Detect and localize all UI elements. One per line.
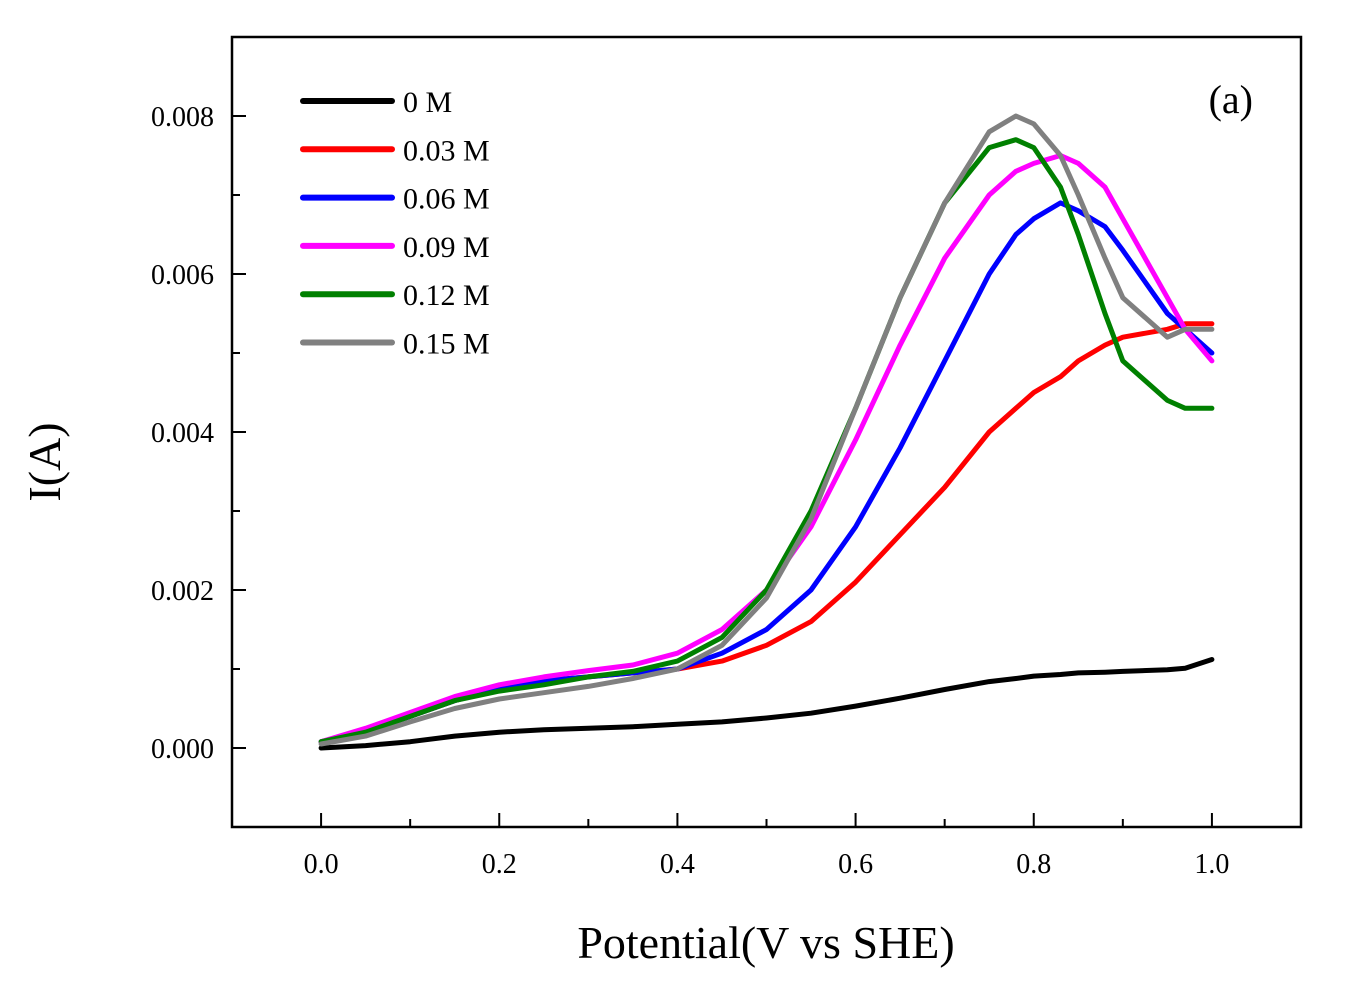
legend: 0 M 0.03 M 0.06 M 0.09 M 0.12 M 0.15 M xyxy=(300,86,490,361)
x-axis-title: Potential(V vs SHE) xyxy=(577,917,954,968)
plot-layer xyxy=(318,113,1215,751)
legend-label-3: 0.09 M xyxy=(403,231,490,264)
ticks-layer: 0.0 0.2 0.4 0.6 0.8 1.0 0.000 0.002 0.004 0.006 0.… xyxy=(151,102,1229,880)
series-line-1 xyxy=(318,321,1215,745)
plot-frame xyxy=(230,35,1303,829)
legend-label-2: 0.06 M xyxy=(403,183,490,216)
y-tick-label: 0.004 xyxy=(151,418,214,449)
x-tick-label: 0.6 xyxy=(838,849,873,880)
legend-label-0: 0 M xyxy=(403,86,452,119)
x-tick-label: 0.4 xyxy=(660,849,695,880)
series-line-5 xyxy=(318,113,1215,747)
legend-label-4: 0.12 M xyxy=(403,279,490,312)
legend-label-1: 0.03 M xyxy=(403,134,490,167)
x-tick-label: 0.8 xyxy=(1016,849,1051,880)
panel-label: (a) xyxy=(1209,77,1253,122)
y-axis-title: I(A) xyxy=(19,422,70,501)
legend-label-5: 0.15 M xyxy=(403,328,490,361)
y-tick-label: 0.000 xyxy=(151,734,214,765)
series-line-3 xyxy=(318,153,1215,745)
x-tick-label: 0.0 xyxy=(304,849,339,880)
x-tick-label: 1.0 xyxy=(1194,849,1229,880)
y-tick-label: 0.008 xyxy=(151,102,214,133)
y-tick-label: 0.002 xyxy=(151,576,214,607)
x-tick-label: 0.2 xyxy=(482,849,517,880)
series-line-0 xyxy=(318,657,1215,751)
y-tick-label: 0.006 xyxy=(151,260,214,291)
